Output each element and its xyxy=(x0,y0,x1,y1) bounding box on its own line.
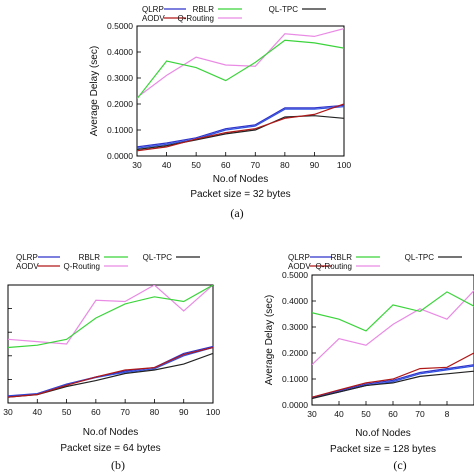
chart-2: 30 40 50 60 70 80 90 100 No.of Nodes Packet size … xyxy=(3,253,220,472)
y-tick-label: 0.1000 xyxy=(282,374,308,384)
x-tick-label: 70 xyxy=(415,409,425,419)
legend-label-rblr: RBLR xyxy=(193,5,215,14)
legend-label-qrouting: Q-Routing xyxy=(316,262,352,271)
packet-size-subtitle: Packet size = 64 bytes xyxy=(60,443,160,454)
legend: QLRP RBLR QL-TPC AODV Q-Routing xyxy=(142,5,326,23)
y-tick-label: 0.2000 xyxy=(107,99,133,109)
series-line-qlrp xyxy=(137,104,344,148)
x-tick-label: 100 xyxy=(337,160,351,170)
x-tick-label: 60 xyxy=(91,407,101,417)
x-tick-label: 70 xyxy=(251,160,261,170)
series-line-q-routing xyxy=(137,28,344,98)
series-line-ql-tpc xyxy=(137,115,344,151)
y-tick-label: 0.1000 xyxy=(107,125,133,135)
figure-caption: (b) xyxy=(111,458,125,472)
legend-label-qrouting: Q-Routing xyxy=(64,262,100,271)
y-axis-label: Average Delay (sec) xyxy=(264,295,275,385)
legend-label-rblr: RBLR xyxy=(79,253,101,262)
series-line-qlrp xyxy=(8,345,213,397)
x-tick-label: 40 xyxy=(33,407,43,417)
x-tick-label: 60 xyxy=(388,409,398,419)
x-axis-label: No.of Nodes xyxy=(83,427,139,438)
x-tick-label: 40 xyxy=(162,160,172,170)
chart-3: 0.0000 0.1000 0.2000 0.3000 0.4000 0.5000 30 40… xyxy=(264,253,474,472)
legend-label-qrouting: Q-Routing xyxy=(178,14,214,23)
legend-label-qltpc: QL-TPC xyxy=(143,253,173,262)
y-tick-label: 0.4000 xyxy=(107,47,133,57)
x-tick-label: 80 xyxy=(150,407,160,417)
legend-label-qlrp: QLRP xyxy=(288,253,310,262)
y-tick-label: 0.3000 xyxy=(107,73,133,83)
x-tick-label: 50 xyxy=(361,409,371,419)
x-tick-label: 70 xyxy=(120,407,130,417)
legend-label-qltpc: QL-TPC xyxy=(405,253,435,262)
series-line-aodv xyxy=(312,352,474,398)
series-line-ql-tpc xyxy=(312,370,474,400)
series-line-aodv xyxy=(137,103,344,152)
x-tick-label: 90 xyxy=(179,407,189,417)
y-tick-label: 0.4000 xyxy=(282,296,308,306)
legend-label-qlrp: QLRP xyxy=(142,5,164,14)
series-group xyxy=(8,285,213,398)
x-tick-label: 60 xyxy=(221,160,231,170)
plot-frame xyxy=(7,284,214,404)
x-tick-label: 50 xyxy=(62,407,72,417)
x-tick-label: 50 xyxy=(191,160,201,170)
y-axis-label: Average Delay (sec) xyxy=(89,46,100,136)
series-line-q-routing xyxy=(312,289,474,366)
series-line-ql-tpc2 xyxy=(8,285,213,349)
legend-label-qltpc: QL-TPC xyxy=(269,5,299,14)
series-group xyxy=(137,28,344,152)
series-group xyxy=(312,289,474,400)
legend-label-rblr: RBLR xyxy=(331,253,353,262)
x-tick-label: 30 xyxy=(307,409,317,419)
x-tick-label: 40 xyxy=(334,409,344,419)
legend-label-aodv: AODV xyxy=(16,262,39,271)
chart-1: 0.0000 0.1000 0.2000 0.3000 0.4000 0.5000 30 40… xyxy=(89,5,351,220)
series-line-ql-tpc2 xyxy=(137,39,344,100)
series-line-q-routing xyxy=(8,285,213,345)
series-line-ql-tpc2 xyxy=(312,291,474,332)
y-tick-label: 0.2000 xyxy=(282,348,308,358)
legend-label-aodv: AODV xyxy=(288,262,311,271)
x-axis-label: No.of Nodes xyxy=(213,174,269,185)
legend: QLRP RBLR QL-TPC AODV Q-Routing xyxy=(288,253,462,271)
y-tick-label: 0.0000 xyxy=(107,151,133,161)
x-tick-label: 30 xyxy=(132,160,142,170)
packet-size-subtitle: Packet size = 128 bytes xyxy=(330,444,436,455)
figure-caption: (c) xyxy=(393,458,406,472)
figure-caption: (a) xyxy=(230,206,243,220)
series-line-aodv xyxy=(8,346,213,398)
y-tick-label: 0.5000 xyxy=(107,21,133,31)
legend: QLRP RBLR QL-TPC AODV Q-Routing xyxy=(16,253,200,271)
x-tick-label: 90 xyxy=(310,160,320,170)
y-tick-label: 0.3000 xyxy=(282,322,308,332)
plot-frame xyxy=(136,25,345,157)
x-tick-label: 8 xyxy=(445,409,450,419)
legend-label-aodv: AODV xyxy=(142,14,165,23)
series-line-rblr xyxy=(137,106,344,149)
plot-frame xyxy=(311,274,474,406)
x-tick-label: 30 xyxy=(3,407,13,417)
y-tick-label: 0.5000 xyxy=(282,270,308,280)
legend-label-qlrp: QLRP xyxy=(16,253,38,262)
packet-size-subtitle: Packet size = 32 bytes xyxy=(190,189,290,200)
y-tick-label: 0.0000 xyxy=(282,400,308,410)
x-tick-label: 80 xyxy=(280,160,290,170)
x-axis-label: No.of Nodes xyxy=(355,428,411,439)
x-tick-label: 100 xyxy=(206,407,220,417)
series-line-qlrp xyxy=(312,364,474,398)
